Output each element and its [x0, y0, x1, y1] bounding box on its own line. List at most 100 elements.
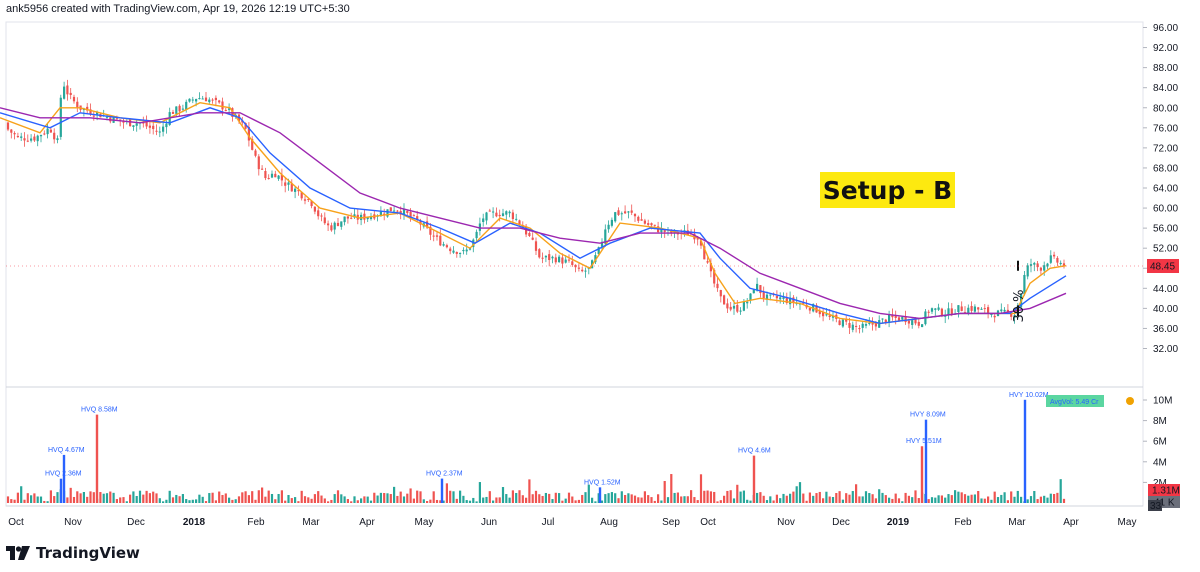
volume-bar	[792, 491, 795, 503]
candle-body	[1056, 257, 1059, 263]
candle-body	[274, 173, 277, 178]
candle-body	[538, 249, 541, 258]
volume-bar	[888, 497, 891, 503]
candle-body	[214, 97, 217, 101]
candle-body	[442, 244, 445, 246]
candle-body	[548, 254, 551, 261]
volume-bar	[399, 491, 402, 503]
candle-body	[462, 249, 465, 252]
candle-body	[551, 256, 554, 259]
volume-bar	[168, 490, 171, 503]
volume-annotation: HVQ 4.6M	[738, 448, 771, 455]
volume-bar	[831, 497, 835, 503]
volume-bar	[46, 501, 49, 503]
volume-bar	[746, 499, 749, 503]
volume-bar	[769, 496, 772, 503]
candle-body	[927, 311, 930, 313]
volume-bar	[818, 491, 821, 503]
candle-body	[818, 311, 821, 315]
candle-body	[980, 308, 983, 310]
volume-bar	[247, 495, 250, 503]
candle-body	[297, 190, 300, 192]
candle-body	[379, 211, 382, 217]
candle-body	[742, 301, 745, 311]
tradingview-logo[interactable]: TradingView	[6, 544, 140, 562]
candle-body	[577, 267, 580, 269]
candle-body	[1013, 315, 1016, 318]
brand-name: TradingView	[36, 544, 140, 562]
volume-bar	[614, 493, 617, 503]
candle-body	[482, 218, 485, 223]
volume-bar	[1046, 497, 1049, 503]
volume-bar	[1036, 499, 1039, 503]
candle-body	[36, 135, 39, 142]
price-axis-label: 60.00	[1153, 204, 1178, 215]
price-axis-label: 32.00	[1153, 344, 1178, 355]
candle-body	[406, 210, 409, 213]
candle-body	[637, 216, 640, 221]
volume-bar	[310, 498, 313, 503]
candle-body	[478, 223, 481, 231]
volume-bar	[861, 496, 864, 503]
candle-body	[340, 221, 343, 227]
volume-bar	[129, 494, 132, 503]
volume-bar	[320, 495, 323, 503]
smiley-icon[interactable]	[1126, 397, 1134, 405]
volume-bar	[459, 490, 462, 503]
volume-bar	[759, 492, 762, 503]
volume-bar	[109, 491, 112, 503]
candle-body	[769, 294, 772, 296]
volume-spike-bar	[920, 446, 924, 503]
candle-body	[171, 111, 175, 114]
volume-bar	[482, 497, 485, 503]
candle-body	[762, 291, 765, 299]
candle-body	[944, 315, 947, 317]
volume-bar	[604, 494, 607, 503]
candle-body	[72, 96, 76, 102]
volume-bar	[841, 499, 844, 503]
candle-body	[973, 306, 976, 312]
volume-bar	[620, 491, 623, 503]
candle-body	[165, 123, 168, 128]
candle-body	[921, 324, 924, 328]
candle-body	[604, 229, 607, 244]
volume-bar	[1039, 496, 1042, 503]
candle-body	[366, 217, 369, 220]
candle-body	[264, 171, 267, 179]
volume-bar	[1003, 492, 1006, 503]
volume-bar	[742, 490, 745, 503]
candle-body	[987, 307, 990, 314]
volume-bar	[1000, 494, 1003, 503]
candle-body	[346, 216, 349, 219]
volume-bar	[86, 496, 89, 503]
volume-bar	[429, 499, 432, 503]
candle-body	[723, 295, 726, 305]
volume-bar	[686, 496, 689, 503]
volume-bar	[270, 493, 274, 503]
volume-bar	[267, 490, 270, 503]
volume-bar	[515, 492, 518, 503]
candle-body	[89, 109, 92, 115]
candle-body	[554, 257, 557, 263]
volume-bar	[6, 496, 10, 503]
candle-body	[485, 212, 488, 221]
volume-bar	[798, 482, 802, 503]
volume-bar	[102, 493, 105, 503]
volume-bar	[967, 495, 970, 503]
candle-body	[851, 324, 854, 330]
candle-body	[393, 210, 396, 212]
candle-body	[53, 132, 56, 140]
candle-body	[779, 297, 782, 300]
volume-bar	[254, 499, 257, 503]
volume-bar	[878, 489, 881, 503]
volume-bar	[558, 493, 561, 503]
candle-body	[1062, 263, 1066, 267]
volume-bar	[439, 500, 442, 503]
candle-body	[716, 283, 719, 289]
candle-body	[455, 252, 458, 254]
volume-bar	[241, 492, 244, 503]
volume-bar	[782, 493, 785, 503]
candle-body	[175, 106, 178, 114]
candle-body	[317, 210, 320, 217]
